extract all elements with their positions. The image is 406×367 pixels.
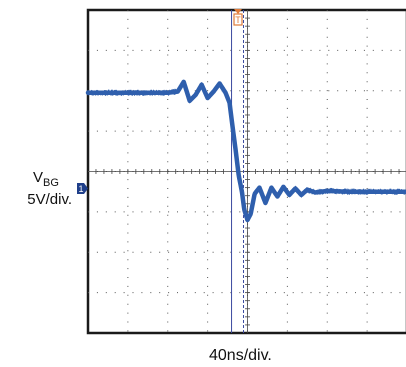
grid-layer bbox=[88, 10, 406, 333]
ground-marker: 1 bbox=[77, 183, 88, 194]
ground-marker-label: 1 bbox=[78, 184, 83, 194]
trigger-marker: T bbox=[233, 9, 243, 26]
plot-area: T 1 bbox=[77, 8, 406, 335]
channel-name-base: V bbox=[33, 169, 44, 186]
marker-layer: T 1 bbox=[77, 9, 243, 194]
ground-marker-icon bbox=[77, 183, 88, 194]
x-scale-label: 40ns/div. bbox=[209, 347, 272, 364]
trigger-box bbox=[233, 13, 243, 26]
trigger-label: T bbox=[235, 15, 241, 25]
cursor-layer bbox=[231, 10, 245, 333]
channel-name-label: VBG bbox=[33, 170, 59, 189]
channel-scale-label: 5V/div. bbox=[27, 191, 72, 208]
waveform-noise bbox=[87, 80, 406, 222]
trigger-arrow-icon bbox=[234, 9, 242, 14]
channel-name-subscript: BG bbox=[43, 177, 59, 189]
series-layer bbox=[85, 79, 406, 223]
